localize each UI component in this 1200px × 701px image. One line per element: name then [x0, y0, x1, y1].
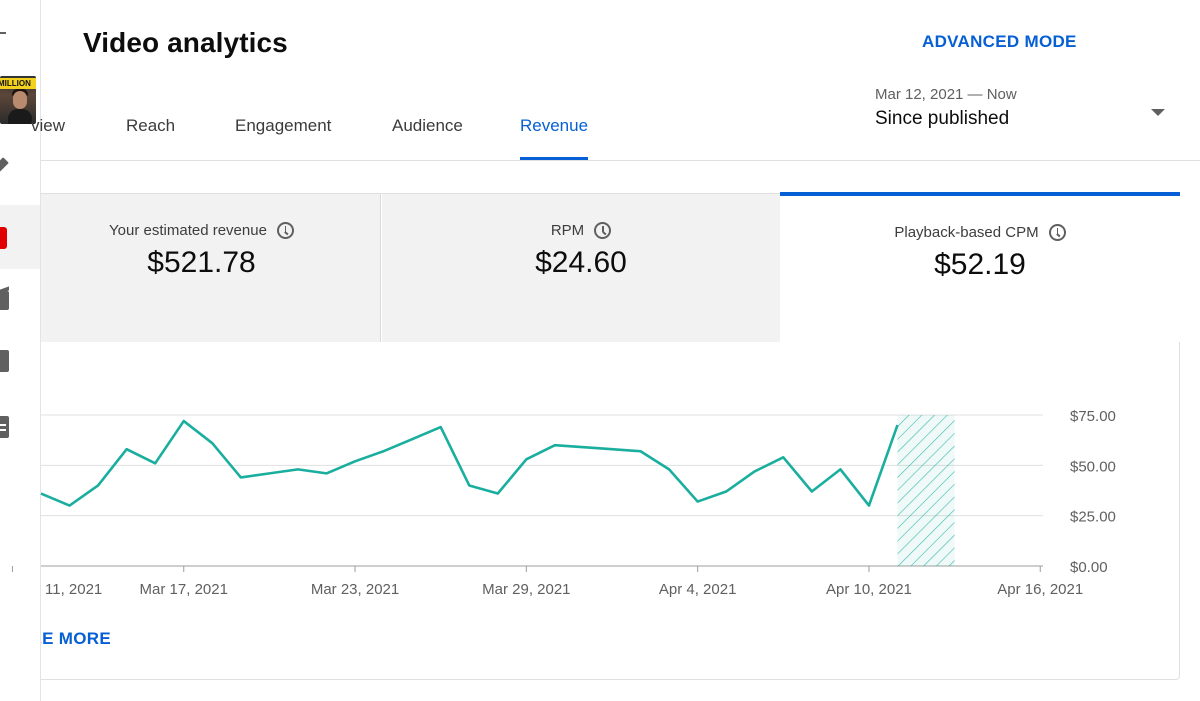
active-tab-indicator [520, 157, 588, 160]
x-tick-label: Mar 29, 2021 [482, 581, 570, 598]
metric-value: $24.60 [535, 246, 627, 279]
metric-label: Playback-based CPM [894, 224, 1039, 241]
analytics-tabs: Overview Reach Engagement Audience Reven… [31, 100, 1200, 161]
data-point[interactable] [124, 446, 130, 452]
data-point[interactable] [866, 503, 872, 509]
date-range-period: Since published [875, 108, 1010, 129]
data-point[interactable] [466, 482, 472, 488]
data-point[interactable] [523, 456, 529, 462]
tab-overview[interactable]: Overview [31, 116, 65, 136]
clock-icon[interactable] [594, 222, 612, 239]
clock-icon[interactable] [276, 222, 294, 239]
metric-estimated-revenue[interactable]: Your estimated revenue $521.78 [41, 194, 381, 342]
back-icon[interactable] [0, 32, 6, 34]
data-point[interactable] [552, 442, 558, 448]
metric-rpm[interactable]: RPM $24.60 [382, 194, 780, 342]
metric-value: $52.19 [934, 248, 1026, 281]
thumbnail-shirt [8, 109, 32, 124]
analytics-icon[interactable] [0, 227, 7, 249]
data-point[interactable] [209, 440, 215, 446]
data-point[interactable] [67, 503, 73, 509]
thumbnail-overlay-text: MILLION [0, 78, 36, 89]
x-tick-label: Mar 23, 2021 [311, 581, 399, 598]
metric-label: Your estimated revenue [109, 222, 267, 239]
x-tick-label: Apr 16, 2021 [997, 581, 1083, 598]
data-point[interactable] [409, 436, 415, 442]
x-tick-label: Apr 10, 2021 [826, 581, 912, 598]
editor-clapperboard-icon[interactable] [0, 291, 9, 310]
dropdown-arrow-icon[interactable] [1151, 109, 1165, 116]
x-tick-label: 11, 2021 [45, 581, 102, 598]
data-point[interactable] [723, 489, 729, 495]
see-more-button[interactable]: SEE MORE [41, 629, 111, 649]
x-tick-label: Apr 4, 2021 [659, 581, 737, 598]
metric-playback-cpm[interactable]: Playback-based CPM $52.19 [780, 192, 1180, 342]
data-point[interactable] [580, 444, 586, 450]
comments-icon[interactable] [0, 350, 9, 372]
data-point[interactable] [666, 466, 672, 472]
tab-revenue[interactable]: Revenue [520, 116, 589, 135]
x-tick-label: Mar 17, 2021 [140, 581, 228, 598]
date-range-selector[interactable]: Mar 12, 2021 — Now Since published [875, 86, 1017, 130]
data-point[interactable] [638, 448, 644, 454]
clock-icon[interactable] [1048, 224, 1066, 241]
data-point[interactable] [695, 499, 701, 505]
y-tick-label: $25.00 [1070, 509, 1116, 526]
data-point[interactable] [837, 466, 843, 472]
date-range-dates: Mar 12, 2021 — Now [875, 86, 1017, 103]
page-title: Video analytics [83, 27, 288, 58]
data-point[interactable] [495, 491, 501, 497]
tab-reach[interactable]: Reach [126, 116, 176, 135]
data-point[interactable] [295, 466, 301, 472]
data-point[interactable] [609, 446, 615, 452]
data-point[interactable] [95, 482, 101, 488]
advanced-mode-button[interactable]: ADVANCED MODE [922, 32, 1077, 51]
video-thumbnail[interactable]: MILLION [0, 76, 36, 124]
data-point[interactable] [752, 468, 758, 474]
y-tick-label: $75.00 [1070, 408, 1116, 425]
data-point[interactable] [266, 470, 272, 476]
see-more-label: SEE MORE [41, 629, 111, 648]
tab-engagement[interactable]: Engagement [235, 116, 332, 135]
data-point[interactable] [381, 448, 387, 454]
subtitles-icon[interactable] [0, 416, 9, 438]
incomplete-data-band[interactable] [897, 415, 955, 566]
y-tick-label: $0.00 [1070, 559, 1108, 576]
data-point[interactable] [780, 454, 786, 460]
tab-overview-label: Overview [31, 116, 65, 135]
data-point[interactable] [152, 460, 158, 466]
metric-value: $521.78 [147, 246, 256, 279]
data-point[interactable] [324, 470, 330, 476]
tab-audience[interactable]: Audience [392, 116, 463, 135]
data-point[interactable] [181, 418, 187, 424]
series-line[interactable] [40, 419, 899, 507]
revenue-card: Your estimated revenue $521.78 RPM $24.6… [41, 192, 1180, 680]
thumbnail-face [13, 91, 27, 109]
metric-label: RPM [550, 222, 585, 239]
data-point[interactable] [238, 474, 244, 480]
y-tick-label: $50.00 [1070, 458, 1116, 475]
data-point[interactable] [895, 422, 901, 428]
data-point[interactable] [38, 491, 44, 497]
data-point[interactable] [438, 424, 444, 430]
left-nav-rail: MILLION [0, 0, 41, 701]
data-point[interactable] [352, 458, 358, 464]
data-point[interactable] [809, 489, 815, 495]
